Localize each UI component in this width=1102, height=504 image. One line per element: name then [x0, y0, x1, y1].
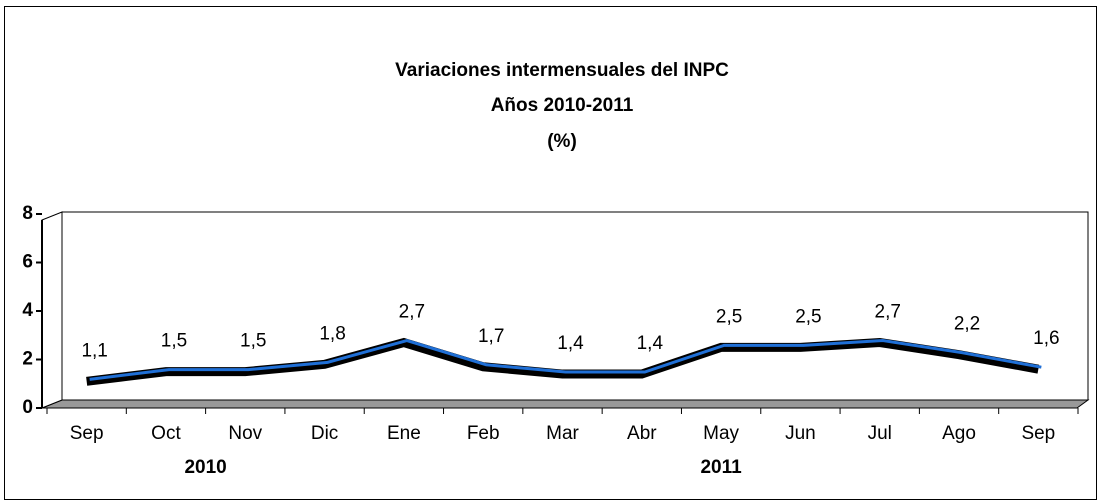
unit-label: (%) — [547, 131, 577, 152]
value-label: 1,5 — [161, 331, 187, 352]
value-label: 2,5 — [716, 306, 742, 327]
value-label: 1,4 — [557, 333, 584, 354]
value-label: 2,7 — [875, 302, 901, 323]
x-tick-label: Ago — [942, 423, 976, 444]
value-label: 1,5 — [240, 331, 266, 352]
group-label: 2010 — [184, 457, 226, 478]
chart-title: Variaciones intermensuales del INPC — [395, 60, 729, 81]
x-tick-label: Mar — [546, 423, 579, 444]
plot-area — [41, 211, 1090, 409]
side-wall — [41, 211, 63, 409]
x-tick-label: Abr — [627, 423, 657, 444]
value-label: 1,7 — [478, 326, 504, 347]
chart-subtitle: Años 2010-2011 — [491, 95, 634, 116]
value-label: 1,6 — [1033, 328, 1059, 349]
x-tick-label: Nov — [228, 423, 262, 444]
x-tick-label: Oct — [151, 423, 181, 444]
y-tick-label: 8 — [22, 203, 33, 224]
group-label: 2011 — [700, 457, 742, 478]
line-3d-edge — [86, 337, 1040, 386]
value-label: 2,5 — [795, 306, 821, 327]
x-tick-label: Feb — [467, 423, 500, 444]
value-label: 1,8 — [319, 323, 345, 344]
x-tick-label: Jul — [868, 423, 892, 444]
x-tick-label: Ene — [387, 423, 421, 444]
value-label: 2,2 — [954, 314, 980, 335]
y-tick-label: 0 — [22, 397, 33, 418]
x-tick-label: May — [703, 423, 739, 444]
y-tick-label: 2 — [22, 349, 33, 370]
x-tick-label: Sep — [1021, 423, 1055, 444]
x-tick-label: Dic — [311, 423, 338, 444]
value-label: 1,4 — [637, 333, 664, 354]
line — [89, 338, 1042, 381]
floor — [41, 399, 1090, 409]
value-label: 2,7 — [399, 302, 425, 323]
y-tick-label: 4 — [22, 300, 33, 321]
value-label: 1,1 — [81, 340, 107, 361]
y-tick-label: 6 — [22, 252, 33, 273]
x-tick-label: Jun — [785, 423, 816, 444]
x-tick-label: Sep — [70, 423, 104, 444]
